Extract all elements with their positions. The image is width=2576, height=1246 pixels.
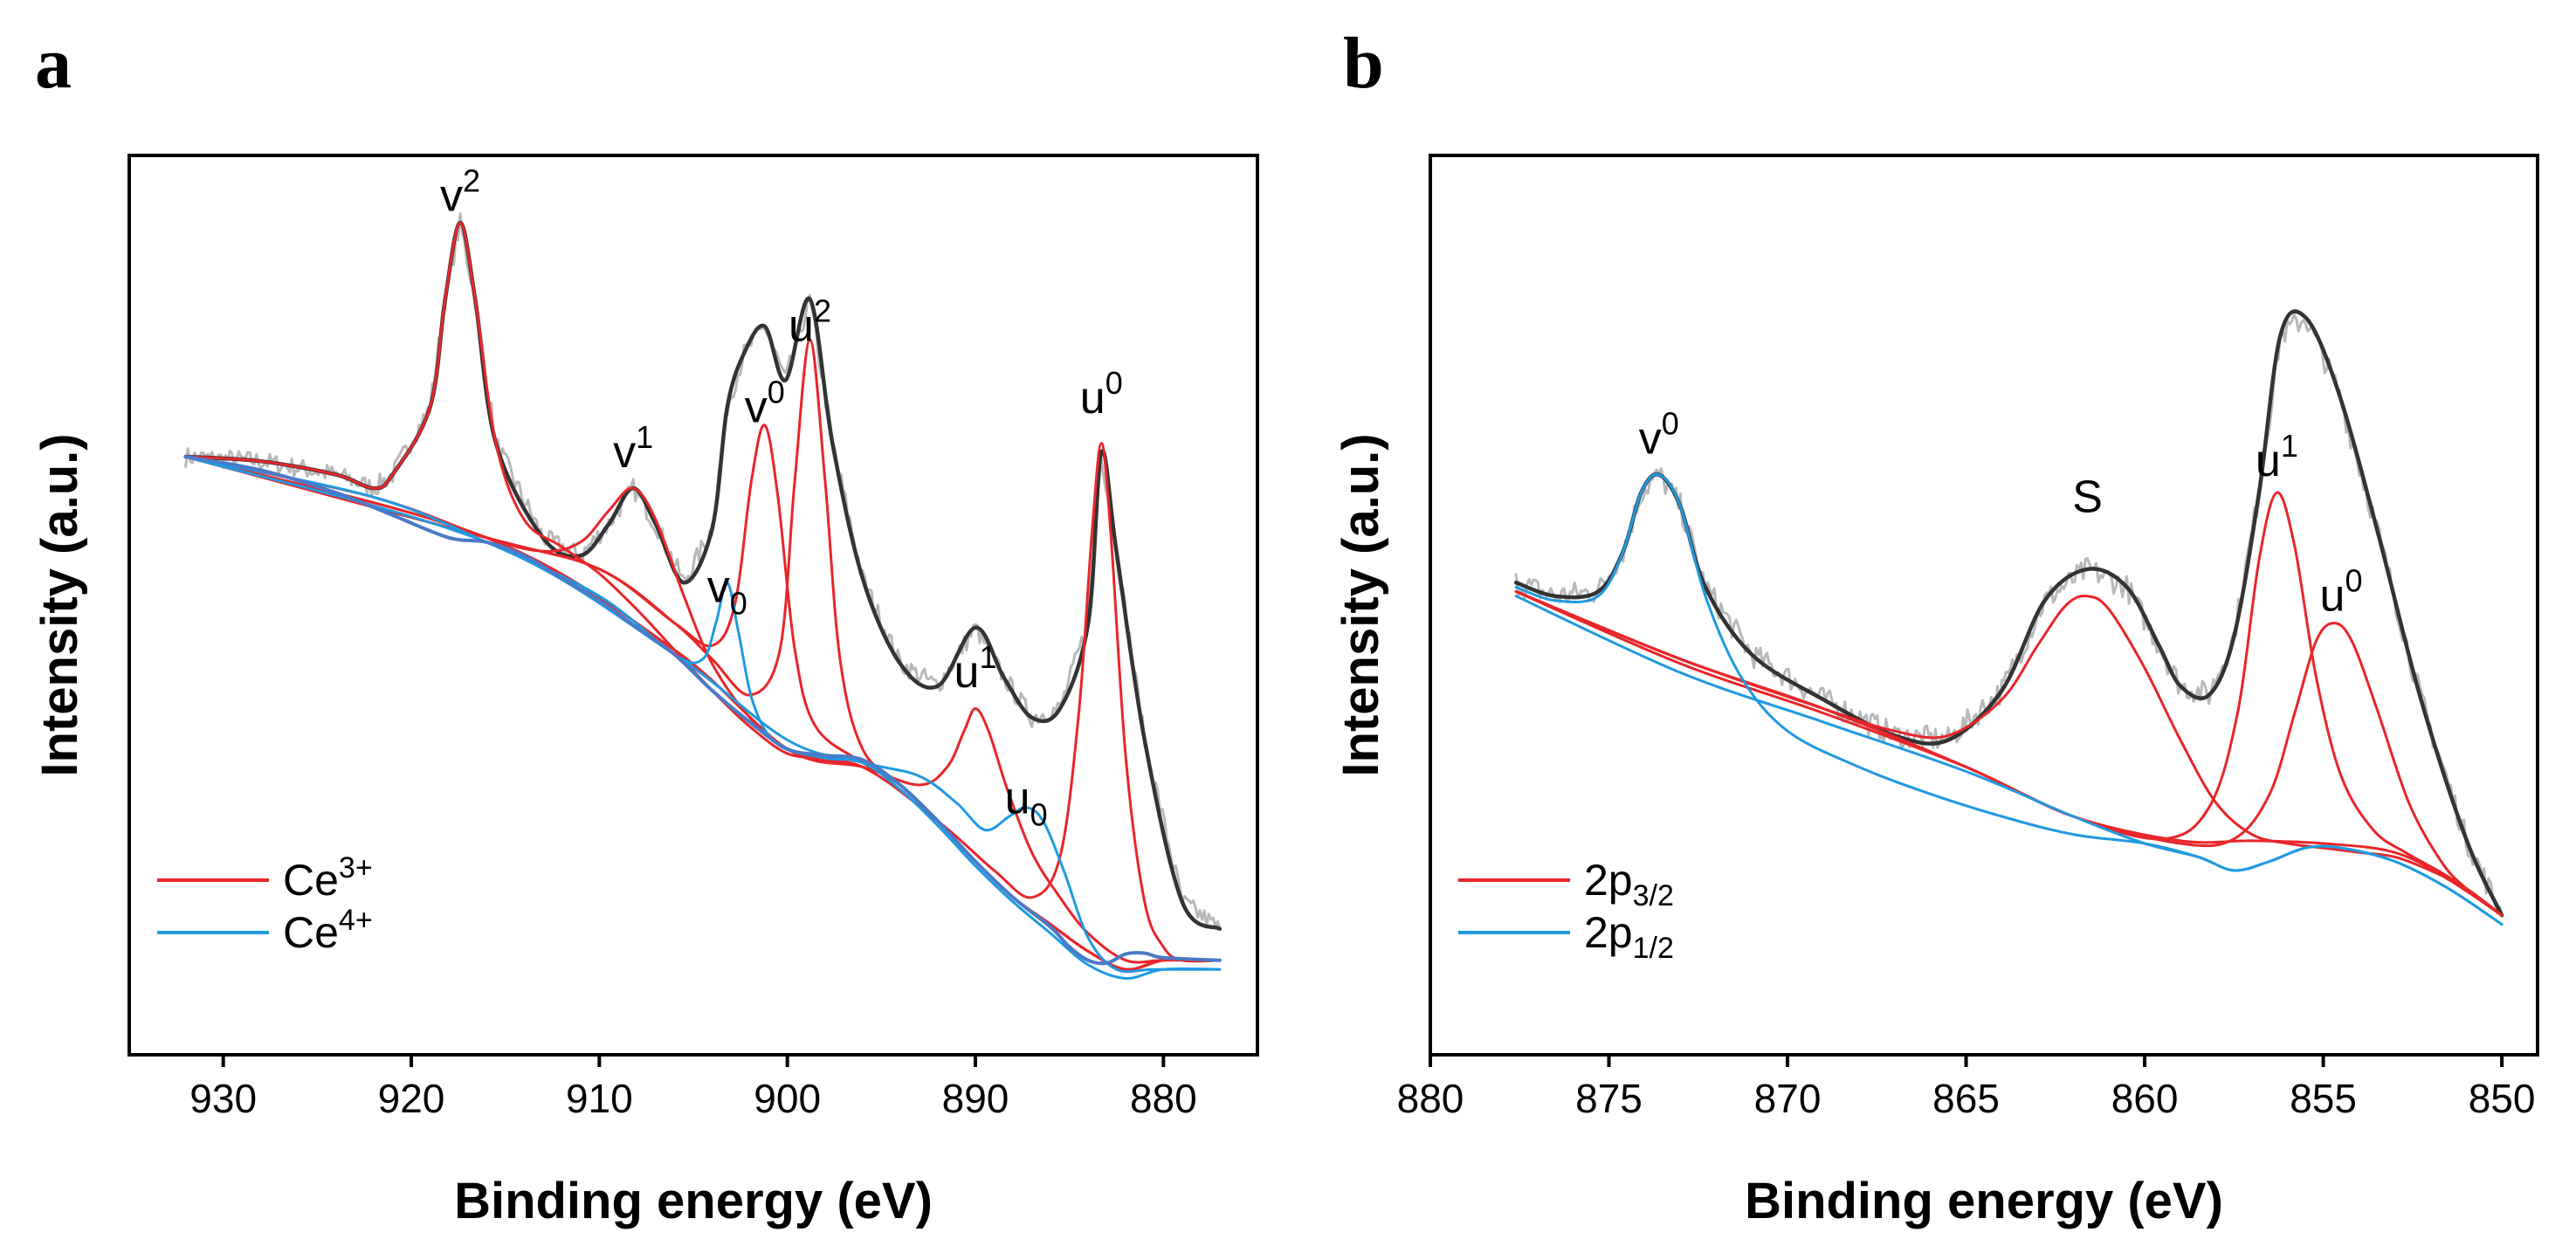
panel-a-series-ce3-u2-fit: [184, 338, 1222, 971]
panel-a-peak-label-v0: v0: [745, 374, 785, 432]
panel-a-peak-label-v2: v2: [440, 162, 480, 221]
peak-label-base: u: [954, 647, 980, 698]
panel-b-curves: [1513, 309, 2504, 926]
legend-label-base: Ce: [283, 908, 339, 957]
panel-b-x-tick-label: 870: [1754, 1076, 1822, 1121]
legend-label-superscript: 4+: [339, 904, 373, 937]
legend-label-subscript: 1/2: [1633, 932, 1674, 965]
panel-a-series-raw-data: [184, 212, 1222, 931]
panel-b-series-envelope: [1513, 309, 2504, 918]
panel-a-peak-label-v0: v0: [707, 561, 747, 621]
panel-b-y-axis-title: Intensity (a.u.): [1333, 433, 1389, 776]
peak-label-base: v: [440, 170, 463, 221]
peak-label-base: u: [2256, 436, 2281, 486]
peak-label-superscript: 0: [768, 374, 785, 410]
peak-label-base: v: [707, 561, 730, 612]
panel-b-x-axis-title: Binding energy (eV): [1745, 1173, 2223, 1229]
panel-b-legend-label: 2p1/2: [1584, 908, 1674, 965]
panel-a-legend: Ce3+Ce4+: [157, 851, 373, 957]
peak-label-base: u: [789, 301, 814, 352]
panel-a-x-tick-label: 910: [566, 1076, 633, 1121]
panel-a-series-ce4-v0-fit: [184, 455, 1222, 981]
peak-label-superscript: 1: [2281, 428, 2298, 464]
panel-b-peak-label-v0: v0: [1639, 405, 1679, 464]
panel-a-peak-label-u1: u1: [954, 639, 997, 698]
panel-a-x-tick-label: 880: [1130, 1076, 1197, 1121]
legend-label-subscript: 3/2: [1633, 879, 1674, 912]
panel-b-x-tick-label: 860: [2111, 1076, 2179, 1121]
panel-b-x-tick-label: 865: [1932, 1076, 2000, 1121]
peak-label-base: v: [1639, 413, 1662, 464]
panel-a-x-axis-title: Binding energy (eV): [454, 1173, 933, 1229]
peak-label-superscript: 2: [814, 293, 831, 329]
panel-b-series-2p3-2-background: [1514, 590, 2504, 917]
panel-b-legend-label: 2p3/2: [1584, 856, 1674, 912]
peak-label-base: v: [745, 382, 768, 432]
peak-label-base: S: [2072, 472, 2103, 522]
peak-label-superscript: 0: [1662, 405, 1679, 441]
peak-label-base: v: [613, 427, 636, 478]
panel-a-series-envelope: [183, 221, 1223, 932]
panel-a-y-axis-title: Intensity (a.u.): [31, 433, 88, 776]
panel-b-plot-frame: [1429, 154, 2539, 1057]
panel-a-series-ce3-u0-fit: [184, 442, 1222, 963]
peak-label-subscript: 0: [1030, 796, 1048, 832]
panel-a-series-ce3-u1-fit: [184, 455, 1222, 964]
peak-label-superscript: 0: [1105, 365, 1123, 401]
peak-label-superscript: 1: [979, 639, 996, 675]
panel-b-series-2p1-2-background: [1514, 595, 2504, 926]
panel-a-x-axis: 930 920 910 900 890 880: [189, 1055, 1197, 1121]
panel-a-legend-label: Ce4+: [283, 904, 373, 957]
panel-b-series-raw-data: [1514, 313, 2504, 917]
panel-b-peak-label-u1: u1: [2256, 428, 2298, 486]
panel-b-peak-label-s: S: [2072, 472, 2103, 522]
peak-label-subscript: 0: [730, 585, 747, 621]
legend-label-base: 2p: [1584, 856, 1633, 905]
peak-label-base: u: [2320, 571, 2345, 622]
panel-a-series-ce4-u0-fit: [184, 455, 1222, 974]
panel-a-x-tick-label: 920: [378, 1076, 445, 1121]
panel-a-series-background: [183, 455, 1222, 966]
panel-b-letter: b: [1343, 23, 1384, 104]
panel-a-peak-label-u0: u0: [1080, 365, 1123, 423]
panel-a-letter: a: [35, 23, 72, 104]
panel-b-peak-label-u0: u0: [2320, 563, 2363, 622]
legend-label-base: 2p: [1584, 908, 1633, 957]
panel-b-series-2p3-2-s-fit: [1514, 590, 2504, 917]
panel-b-series-2p1-2-v0-fit: [1514, 472, 2504, 926]
peak-label-superscript: 0: [2345, 563, 2362, 599]
panel-b-x-tick-label: 850: [2469, 1076, 2536, 1121]
panel-a-peak-label-v1: v1: [613, 419, 653, 478]
panel-a-peak-label-u0: u0: [1005, 773, 1048, 832]
panel-b-series-2p3-2-u0-fit: [1514, 590, 2504, 917]
panel-a-curves: [183, 212, 1223, 981]
panel-a-peak-label-u2: u2: [789, 293, 831, 352]
legend-label-superscript: 3+: [339, 851, 373, 885]
panel-a-x-tick-label: 930: [189, 1076, 257, 1121]
panel-b-x-axis: 880 875 870 865 860 855 850: [1397, 1055, 2536, 1121]
panel-b-x-tick-label: 875: [1575, 1076, 1643, 1121]
peak-label-base: u: [1005, 773, 1030, 823]
peak-label-base: u: [1080, 373, 1105, 423]
panel-a-plot-frame: [127, 154, 1259, 1057]
panel-a-series-ce3-v1-fit: [184, 455, 1222, 971]
panel-a-legend-label: Ce3+: [283, 851, 373, 905]
peak-label-superscript: 1: [636, 419, 653, 455]
panel-b-x-tick-label: 855: [2290, 1076, 2357, 1121]
panel-a-x-tick-label: 900: [754, 1076, 821, 1121]
legend-label-base: Ce: [283, 856, 339, 905]
panel-b-x-tick-label: 880: [1397, 1076, 1464, 1121]
peak-label-superscript: 2: [463, 162, 480, 198]
panel-a-x-tick-label: 890: [942, 1076, 1009, 1121]
